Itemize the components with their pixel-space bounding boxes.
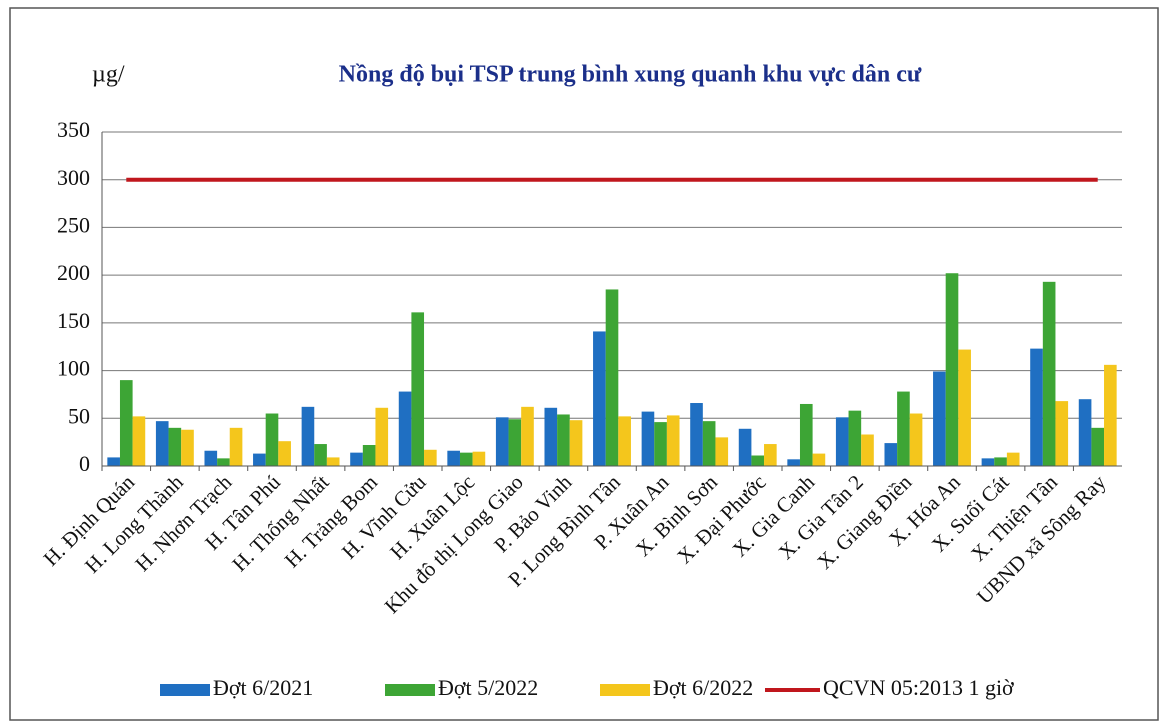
bar [495, 417, 509, 466]
legend-swatch [160, 684, 210, 696]
bar [459, 452, 473, 466]
y-axis-label: µg/ [92, 62, 125, 88]
bar [715, 437, 729, 466]
bar [799, 403, 813, 466]
bar [835, 417, 849, 466]
y-tick-label: 150 [57, 308, 90, 333]
y-tick-label: 350 [57, 117, 90, 142]
bar [204, 450, 218, 466]
bar [508, 419, 522, 466]
bar [593, 331, 606, 466]
bar [326, 457, 340, 466]
bar [398, 391, 412, 466]
bar [1104, 364, 1117, 466]
bar [107, 457, 120, 466]
y-tick-label: 300 [57, 165, 90, 190]
bar [314, 444, 327, 466]
bar [618, 416, 631, 466]
bar [666, 415, 680, 466]
y-tick-label: 100 [57, 356, 90, 381]
bar [764, 444, 777, 466]
bar [375, 407, 389, 466]
bar [994, 457, 1007, 466]
bar [605, 289, 619, 466]
legend-label: Đợt 6/2021 [213, 675, 313, 700]
y-tick-label: 50 [68, 403, 90, 428]
bar [569, 420, 583, 466]
legend-label: Đợt 6/2022 [653, 675, 753, 700]
bar [155, 421, 169, 466]
bar [362, 445, 376, 466]
y-tick-label: 0 [79, 451, 90, 476]
bar [350, 452, 363, 466]
bar [119, 380, 133, 466]
bar [945, 273, 959, 466]
bar [1030, 348, 1043, 466]
bar [229, 427, 243, 466]
bar [132, 416, 146, 466]
legend-swatch [600, 684, 650, 696]
chart-title: Nồng độ bụi TSP trung bình xung quanh kh… [339, 62, 922, 88]
bar [253, 453, 266, 466]
bar [1055, 401, 1069, 466]
bar [265, 413, 279, 466]
bar [1006, 452, 1020, 466]
bar [1042, 281, 1056, 466]
bar [909, 413, 923, 466]
bar [861, 434, 874, 466]
legend-label: Đợt 5/2022 [438, 675, 538, 700]
bar [472, 451, 486, 466]
bar [897, 391, 910, 466]
bar [301, 406, 315, 466]
bar [278, 441, 291, 466]
y-tick-label: 250 [57, 212, 90, 237]
bar [557, 414, 570, 466]
bar [738, 428, 752, 466]
bar [958, 349, 971, 466]
legend-label: QCVN 05:2013 1 giờ [823, 675, 1014, 700]
bar [933, 371, 946, 466]
bar [690, 403, 703, 466]
bar [181, 429, 194, 466]
chart-frame [9, 7, 1159, 721]
bar [981, 458, 995, 466]
bar [544, 407, 558, 466]
bar [424, 449, 437, 466]
bar [1078, 399, 1092, 466]
legend-swatch [385, 684, 435, 696]
bar [702, 421, 716, 466]
bar [787, 459, 800, 466]
bar [654, 422, 667, 466]
bar [751, 455, 765, 466]
bar [521, 406, 534, 466]
bar [641, 411, 655, 466]
bar [1091, 427, 1105, 466]
bar [812, 453, 826, 466]
y-tick-label: 200 [57, 260, 90, 285]
bar [168, 427, 182, 466]
bar [848, 410, 862, 466]
bar [217, 458, 230, 466]
bar [884, 443, 898, 466]
bar [447, 450, 460, 466]
bar [411, 312, 425, 466]
